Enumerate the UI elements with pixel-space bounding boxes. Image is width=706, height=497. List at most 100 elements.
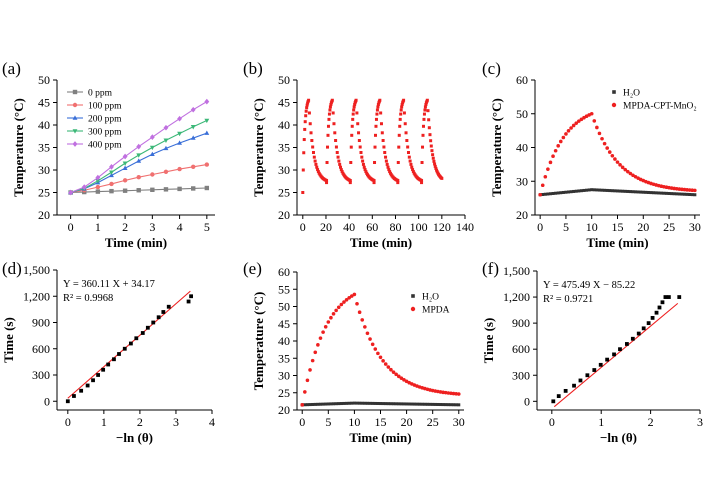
data-point — [309, 131, 313, 135]
data-point — [301, 168, 305, 172]
data-point — [598, 362, 603, 367]
data-point — [628, 190, 632, 194]
data-point — [538, 192, 542, 197]
data-point — [657, 305, 662, 310]
data-point — [360, 401, 364, 405]
data-point — [364, 170, 368, 174]
data-point — [352, 108, 356, 112]
data-point — [351, 117, 355, 121]
y-tick-label: 40 — [516, 141, 528, 155]
data-point — [672, 192, 676, 196]
y-tick-label: 45 — [278, 96, 290, 110]
data-point — [316, 343, 320, 347]
x-tick-label: 0 — [299, 415, 305, 429]
y-tick-label: 50 — [38, 73, 50, 87]
data-point — [163, 187, 169, 192]
data-point — [352, 292, 357, 297]
series-100-ppm — [68, 162, 210, 195]
data-point — [383, 362, 388, 366]
data-point — [330, 98, 334, 102]
data-point — [597, 188, 601, 192]
data-point — [556, 191, 560, 195]
data-point — [407, 402, 411, 406]
data-point — [670, 192, 674, 196]
data-point — [339, 168, 343, 172]
data-point — [136, 175, 141, 180]
data-point — [589, 111, 594, 116]
data-point — [546, 192, 550, 196]
data-point — [347, 296, 351, 300]
data-point — [439, 403, 443, 407]
data-point — [376, 401, 380, 405]
data-point — [641, 326, 646, 331]
data-point — [630, 336, 635, 341]
data-point — [666, 295, 671, 299]
data-point — [431, 153, 435, 157]
legend-marker — [72, 115, 78, 120]
legend-label: 100 ppm — [88, 102, 122, 112]
data-point — [339, 302, 344, 307]
legend-label: H₂O — [422, 293, 439, 303]
data-point — [411, 168, 415, 172]
x-tick-label: 3 — [149, 220, 155, 234]
data-point — [312, 155, 316, 159]
data-point — [310, 358, 315, 363]
x-tick-label: 30 — [453, 415, 465, 429]
data-point — [433, 402, 437, 406]
data-point — [332, 402, 336, 406]
data-point — [436, 402, 440, 406]
data-point — [368, 337, 372, 341]
data-point — [422, 117, 426, 121]
data-point — [677, 192, 681, 196]
data-point — [582, 188, 586, 192]
x-tick-label: 25 — [663, 220, 675, 234]
data-point — [600, 188, 604, 192]
data-point — [410, 402, 414, 406]
data-point — [332, 122, 336, 126]
panel-label: (d) — [2, 259, 22, 278]
data-point — [325, 161, 329, 165]
y-axis-title: Temperature (°C) — [251, 292, 266, 391]
y-tick-label: 50 — [516, 107, 528, 121]
data-point — [370, 342, 375, 347]
data-point — [326, 133, 330, 137]
y-tick-label: 60 — [278, 265, 290, 279]
data-point — [626, 189, 630, 193]
data-point — [616, 189, 619, 193]
data-point — [109, 170, 114, 175]
x-axis-title: −ln (θ) — [600, 430, 637, 445]
data-point — [386, 165, 390, 169]
data-point — [452, 403, 456, 407]
data-point — [426, 109, 430, 113]
data-point — [363, 168, 367, 172]
data-point — [151, 320, 156, 325]
x-tick-label: 15 — [375, 415, 387, 429]
data-point — [336, 155, 340, 159]
data-point — [384, 155, 388, 159]
data-point — [556, 144, 561, 148]
data-point — [399, 402, 403, 406]
data-point — [301, 191, 305, 194]
data-point — [362, 165, 366, 169]
data-point — [563, 388, 568, 393]
data-point — [667, 191, 671, 195]
data-point — [140, 331, 145, 335]
data-point — [386, 365, 391, 369]
data-point — [177, 115, 183, 122]
data-point — [305, 403, 309, 407]
data-point — [336, 305, 341, 310]
x-tick-label: 2 — [648, 415, 654, 429]
data-point — [577, 119, 581, 123]
data-point — [406, 151, 410, 155]
data-point — [302, 138, 306, 142]
data-point — [687, 188, 692, 192]
data-point — [375, 112, 379, 116]
data-point — [106, 362, 111, 367]
fit-equation: Y = 475.49 X − 85.22 — [543, 280, 635, 291]
data-point — [603, 188, 607, 192]
y-tick-label: 20 — [278, 403, 290, 417]
data-point — [384, 402, 388, 406]
data-point — [356, 122, 360, 126]
data-point — [122, 161, 128, 166]
data-point — [605, 188, 609, 192]
